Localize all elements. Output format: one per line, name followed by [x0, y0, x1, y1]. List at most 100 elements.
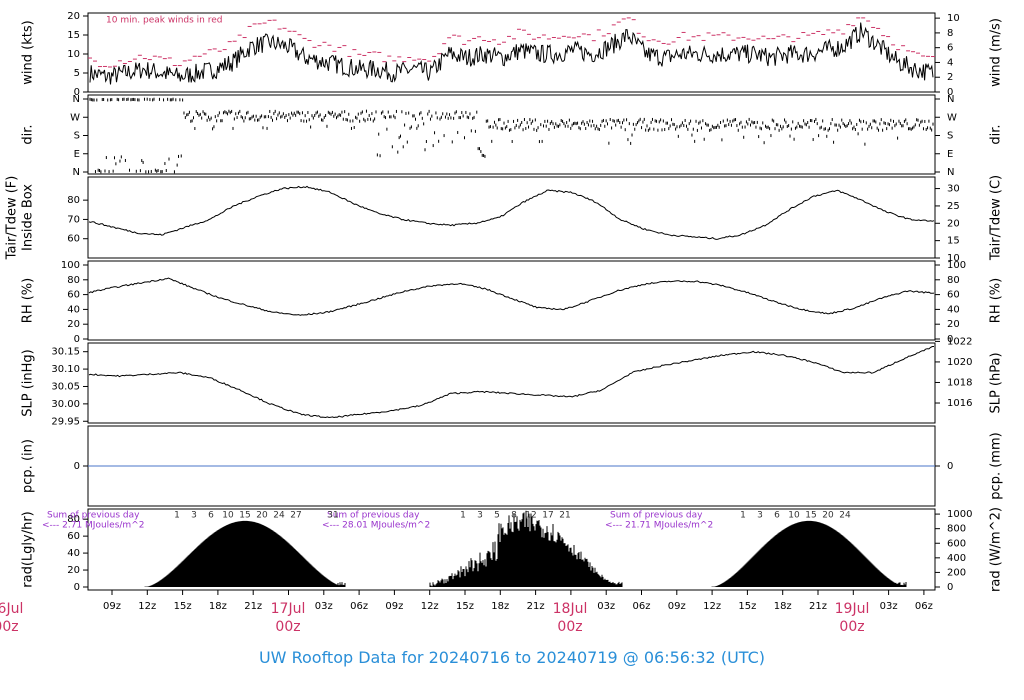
panel-frame-dir [87, 94, 936, 175]
y2-tick-label-slp: 1020 [947, 357, 972, 368]
rad-hour-label: 1 [740, 511, 746, 521]
wind-speed-line [89, 22, 934, 85]
ylabel-right-slp: SLP (hPa) [989, 352, 1004, 413]
figure-title: UW Rooftop Data for 20240716 to 20240719… [258, 648, 766, 667]
y2-tick-label-slp: 1022 [947, 336, 972, 347]
x-tick-label: 06z [350, 601, 368, 612]
rad-hour-label: 3 [191, 511, 197, 521]
rad-hour-label: 27 [290, 511, 301, 521]
y2-tick-label-temp: 30 [947, 184, 960, 195]
rad-hour-label: 6 [208, 511, 214, 521]
y-tick-label-rad: 20 [67, 565, 80, 576]
x-tick-label: 03z [880, 601, 898, 612]
y2-tick-label-rh: 20 [947, 319, 960, 330]
rad-hour-label: 12 [525, 511, 536, 521]
ylabel-right-rad: rad (W/m^2) [989, 507, 1004, 592]
y2-tick-label-slp: 1016 [947, 398, 972, 409]
x-tick-label: 12z [421, 601, 439, 612]
radiation-bars [144, 510, 907, 587]
date-label: 17Jul [271, 601, 306, 617]
ylabel-left-rh: RH (%) [21, 278, 36, 323]
x-tick-label: 15z [456, 601, 474, 612]
y-tick-label-dir: E [74, 149, 80, 160]
y-tick-label-temp: 80 [67, 195, 80, 206]
y2-tick-label-dir: N [947, 94, 954, 105]
y-tick-label-dir: W [70, 112, 80, 123]
rad-hour-label: 3 [477, 511, 483, 521]
y2-tick-label-wind: 0 [947, 87, 953, 98]
y2-tick-label-rh: 80 [947, 275, 960, 286]
x-tick-label: 03z [597, 601, 615, 612]
y-tick-label-slp: 30.05 [51, 381, 80, 392]
rad-note-title: Sum of previous day [327, 511, 420, 521]
rad-hour-label: 1 [460, 511, 466, 521]
y-tick-label-rh: 20 [67, 319, 80, 330]
y2-tick-label-rad: 600 [947, 538, 966, 549]
y-tick-label-slp: 30.00 [51, 399, 80, 410]
y2-tick-label-rh: 0 [947, 334, 953, 345]
rad-hour-label: 3 [757, 511, 763, 521]
x-tick-label: 06z [633, 601, 651, 612]
y-tick-label-slp: 30.15 [51, 347, 80, 358]
panel-frame-slp [87, 342, 936, 424]
y-tick-label-temp: 60 [67, 234, 80, 245]
x-tick-label: 06z [915, 601, 933, 612]
rad-note-title: Sum of previous day [610, 511, 703, 521]
y2-tick-label-rad: 1000 [947, 509, 972, 520]
rad-hour-label: 21 [559, 511, 570, 521]
y-tick-label-rad: 0 [74, 582, 80, 593]
y2-tick-label-wind: 10 [947, 13, 960, 24]
temperature-line [88, 185, 935, 240]
y-tick-label-rh: 100 [61, 260, 80, 271]
rad-note-sum: <--- 28.01 MJoules/m^2 [322, 521, 430, 531]
peak-wind-annotation: 10 min. peak winds in red [106, 16, 223, 26]
y2-tick-label-dir: W [947, 112, 957, 123]
y2-tick-label-rad: 400 [947, 553, 966, 564]
x-tick-label: 18z [774, 601, 792, 612]
y-tick-label-rh: 0 [74, 334, 80, 345]
y-tick-label-rh: 40 [67, 304, 80, 315]
rad-hour-label: 5 [494, 511, 500, 521]
rad-hour-label: 8 [511, 511, 517, 521]
x-tick-label: 09z [385, 601, 403, 612]
ylabel-left-wind: wind (kts) [21, 20, 36, 84]
x-tick-label: 21z [527, 601, 545, 612]
date-hour-label: 00z [557, 619, 582, 635]
y-tick-label-rh: 60 [67, 290, 80, 301]
y-tick-label-wind: 0 [74, 87, 80, 98]
y-tick-label-pcp: 0 [74, 461, 80, 472]
y2-tick-label-rh: 40 [947, 304, 960, 315]
y2-tick-label-wind: 6 [947, 43, 953, 54]
rad-hour-label: 10 [788, 511, 800, 521]
y2-tick-label-pcp: 0 [947, 461, 953, 472]
slp-line [88, 346, 934, 419]
y2-tick-label-wind: 4 [947, 57, 953, 68]
y-tick-label-rad: 40 [67, 548, 80, 559]
rad-hour-label: 15 [239, 511, 250, 521]
y-tick-label-rad: 60 [67, 531, 80, 542]
rad-hour-label: 20 [256, 511, 268, 521]
y-tick-label-wind: 15 [67, 30, 80, 41]
x-tick-label: 18z [209, 601, 227, 612]
rad-note-sum: <--- 21.71 MJoules/m^2 [605, 521, 713, 531]
y2-tick-label-rh: 100 [947, 260, 966, 271]
x-tick-label: 09z [103, 601, 121, 612]
x-tick-label: 18z [491, 601, 509, 612]
ylabel-left2-temp: Inside Box [21, 184, 36, 251]
y2-tick-label-rh: 60 [947, 290, 960, 301]
panel-frame-rh [87, 260, 936, 341]
ylabel-left-rad: rad(Lgly/hr) [21, 511, 36, 587]
rad-note-sum: <--- 2.71 MJoules/m^2 [42, 521, 144, 531]
x-tick-label: 09z [668, 601, 686, 612]
x-tick-label: 21z [809, 601, 827, 612]
x-tick-label: 12z [138, 601, 156, 612]
rad-note-title: Sum of previous day [47, 511, 140, 521]
ylabel-left-dir: dir. [21, 124, 36, 144]
panel-frame-temp [87, 176, 936, 259]
rad-hour-label: 1 [174, 511, 180, 521]
y-tick-label-wind: 20 [67, 11, 80, 22]
rad-hour-label: 10 [222, 511, 234, 521]
ylabel-right-dir: dir. [989, 124, 1004, 144]
date-label: 16Jul [0, 601, 23, 617]
